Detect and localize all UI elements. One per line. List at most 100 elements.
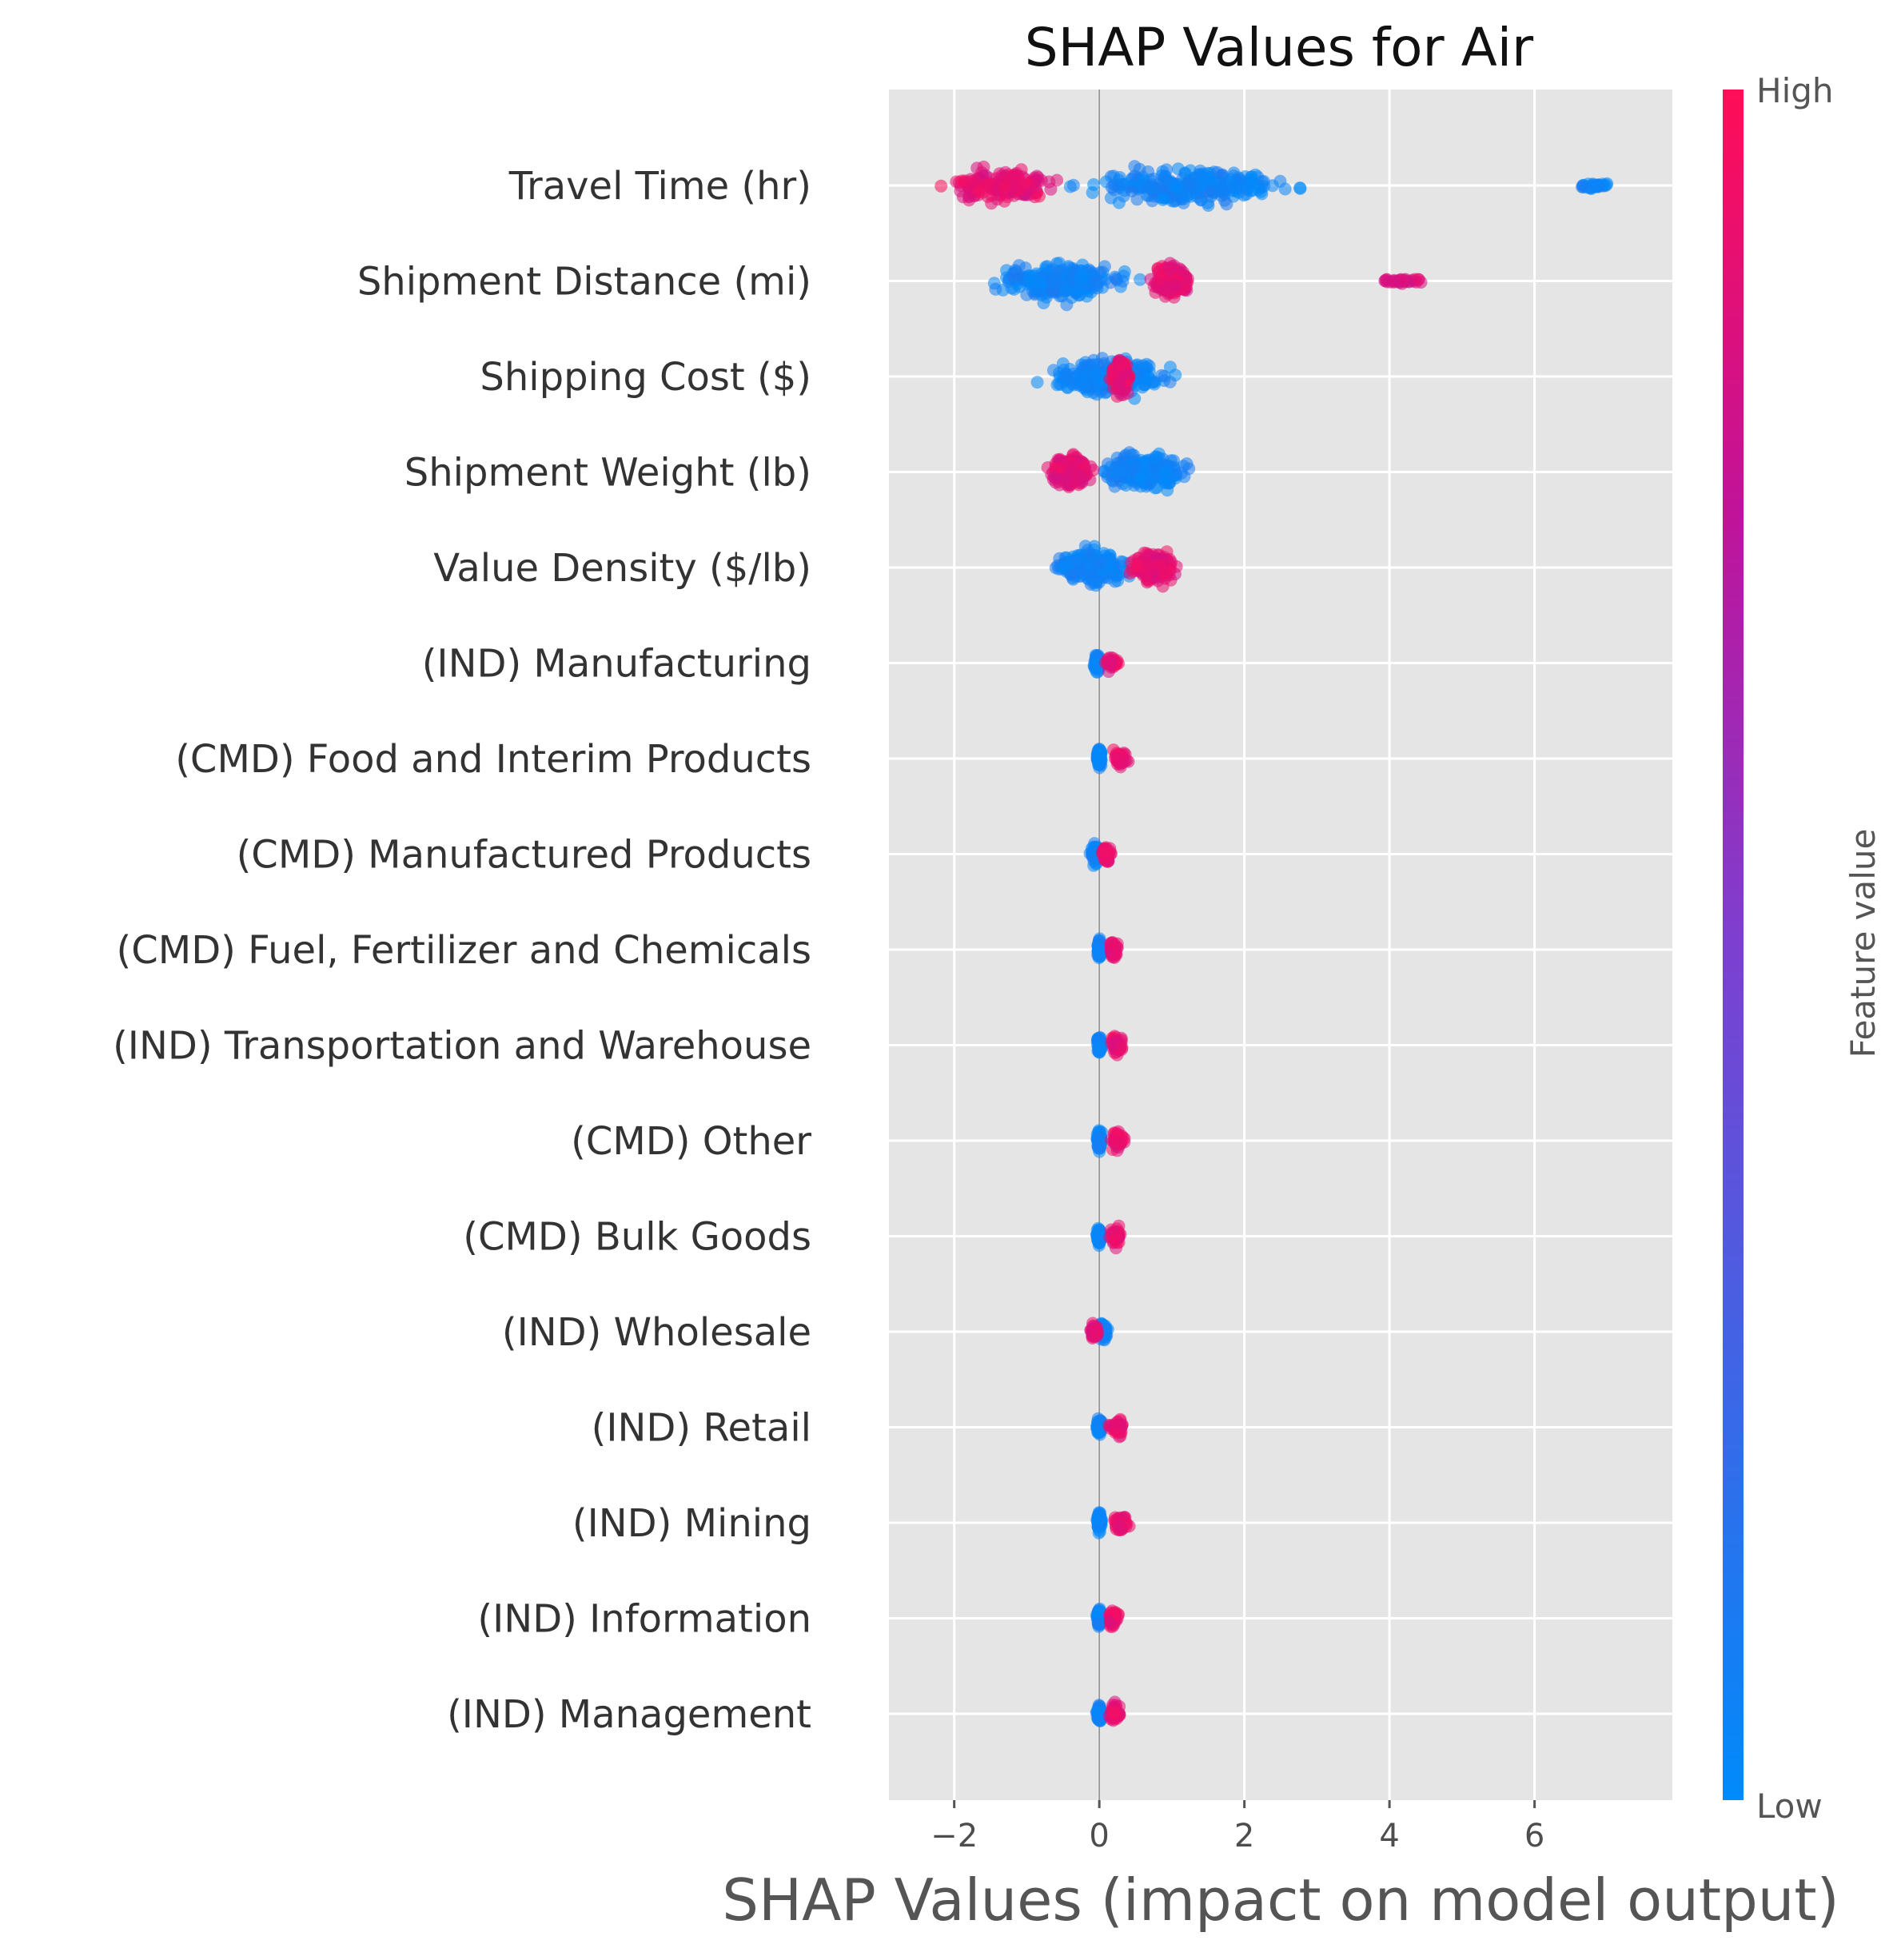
shap-point: [1062, 260, 1075, 273]
shap-point: [1090, 1228, 1104, 1241]
shap-point: [1150, 450, 1163, 464]
shap-point: [1398, 273, 1412, 287]
shap-point: [1151, 262, 1165, 276]
feature-label: (CMD) Fuel, Fertilizer and Chemicals: [117, 928, 811, 973]
colorbar-high-label: High: [1756, 71, 1834, 110]
chart-title: SHAP Values for Air: [1025, 17, 1534, 78]
shap-point: [1125, 184, 1138, 197]
shap-point: [1064, 453, 1077, 467]
shap-point: [1114, 1429, 1127, 1443]
x-tick-label: −2: [931, 1818, 978, 1854]
shap-point: [1190, 171, 1203, 185]
feature-label: (IND) Management: [447, 1692, 811, 1737]
shap-point: [1164, 454, 1178, 468]
shap-point: [1093, 576, 1106, 589]
shap-point: [1091, 1416, 1105, 1430]
shap-point: [1139, 179, 1153, 193]
shap-point: [1094, 1141, 1106, 1155]
feature-label: (IND) Manufacturing: [422, 642, 811, 687]
shap-point: [1140, 357, 1154, 371]
shap-point: [1074, 273, 1087, 286]
shap-point: [1412, 273, 1425, 286]
x-tick-label: 2: [1234, 1818, 1254, 1854]
shap-point: [1174, 466, 1188, 480]
shap-point: [1146, 194, 1159, 208]
shap-point: [1081, 368, 1094, 380]
shap-point: [1129, 460, 1142, 473]
feature-label: (CMD) Food and Interim Products: [175, 737, 811, 782]
shap-point: [1107, 1707, 1121, 1720]
feature-label: (CMD) Other: [571, 1119, 811, 1164]
shap-point: [1058, 370, 1071, 384]
colorbar: [1723, 90, 1744, 1800]
shap-point: [1084, 460, 1098, 473]
shap-point: [1134, 273, 1147, 286]
shap-point: [1134, 471, 1147, 484]
shap-point: [1115, 1041, 1129, 1054]
shap-point: [1098, 273, 1112, 286]
shap-point: [1046, 285, 1060, 299]
shap-point: [1030, 274, 1043, 288]
plot-area: [889, 90, 1672, 1800]
shap-point: [1106, 1226, 1119, 1240]
shap-point: [1204, 172, 1218, 185]
shap-point: [1046, 274, 1059, 288]
colorbar-title: Feature value: [1843, 829, 1883, 1058]
shap-point: [1048, 471, 1062, 484]
shap-point: [987, 277, 1001, 290]
shap-point: [1217, 185, 1230, 199]
shap-point: [1062, 478, 1076, 492]
shap-point: [1157, 567, 1170, 580]
feature-label: Value Density ($/lb): [433, 546, 811, 591]
shap-point: [1092, 1513, 1106, 1527]
shap-point: [1059, 283, 1073, 297]
shap-point: [1169, 368, 1182, 382]
shap-point: [1114, 1521, 1128, 1535]
shap-point: [1113, 377, 1126, 391]
shap-point: [1125, 448, 1138, 462]
feature-label: Travel Time (hr): [508, 164, 811, 209]
shap-point: [1293, 181, 1307, 194]
shap-point: [1169, 179, 1182, 193]
shap-point: [1077, 469, 1090, 483]
shap-point: [935, 179, 948, 193]
shap-points: [935, 160, 1614, 1727]
feature-label: (CMD) Bulk Goods: [463, 1215, 811, 1260]
shap-point: [1146, 562, 1160, 576]
x-tick-label: 4: [1379, 1818, 1399, 1854]
shap-point: [1108, 951, 1122, 964]
shap-point: [1278, 182, 1292, 196]
shap-point: [1229, 179, 1242, 193]
feature-label: Shipment Weight (lb): [405, 451, 811, 496]
shap-point: [1094, 1042, 1108, 1055]
shap-point: [1110, 1417, 1124, 1431]
x-tick-label: 0: [1089, 1818, 1109, 1854]
feature-label: (IND) Retail: [592, 1406, 811, 1451]
shap-point: [1169, 193, 1182, 207]
shap-point: [1105, 181, 1118, 194]
feature-label: (IND) Information: [477, 1597, 811, 1642]
shap-point: [998, 194, 1011, 208]
shap-point: [1244, 170, 1257, 184]
shap-point: [1033, 189, 1046, 203]
shap-point: [1066, 178, 1080, 192]
shap-point: [962, 190, 975, 204]
shap-point: [1245, 184, 1259, 197]
shap-point: [1090, 1325, 1103, 1338]
shap-point: [1057, 561, 1070, 574]
shap-point: [1078, 380, 1091, 394]
shap-point: [1030, 376, 1044, 389]
shap-point: [982, 177, 995, 191]
shap-point: [1091, 1617, 1105, 1631]
shap-point: [1115, 460, 1129, 472]
shap-point: [981, 190, 994, 203]
shap-point: [1576, 180, 1588, 193]
shap-point: [1075, 566, 1089, 580]
shap-point: [1086, 186, 1099, 199]
shap-point: [1010, 265, 1022, 278]
feature-label: Shipping Cost ($): [480, 355, 811, 400]
shap-point: [1117, 269, 1130, 283]
x-tick-label: 6: [1524, 1818, 1544, 1854]
shap-point: [999, 181, 1013, 194]
